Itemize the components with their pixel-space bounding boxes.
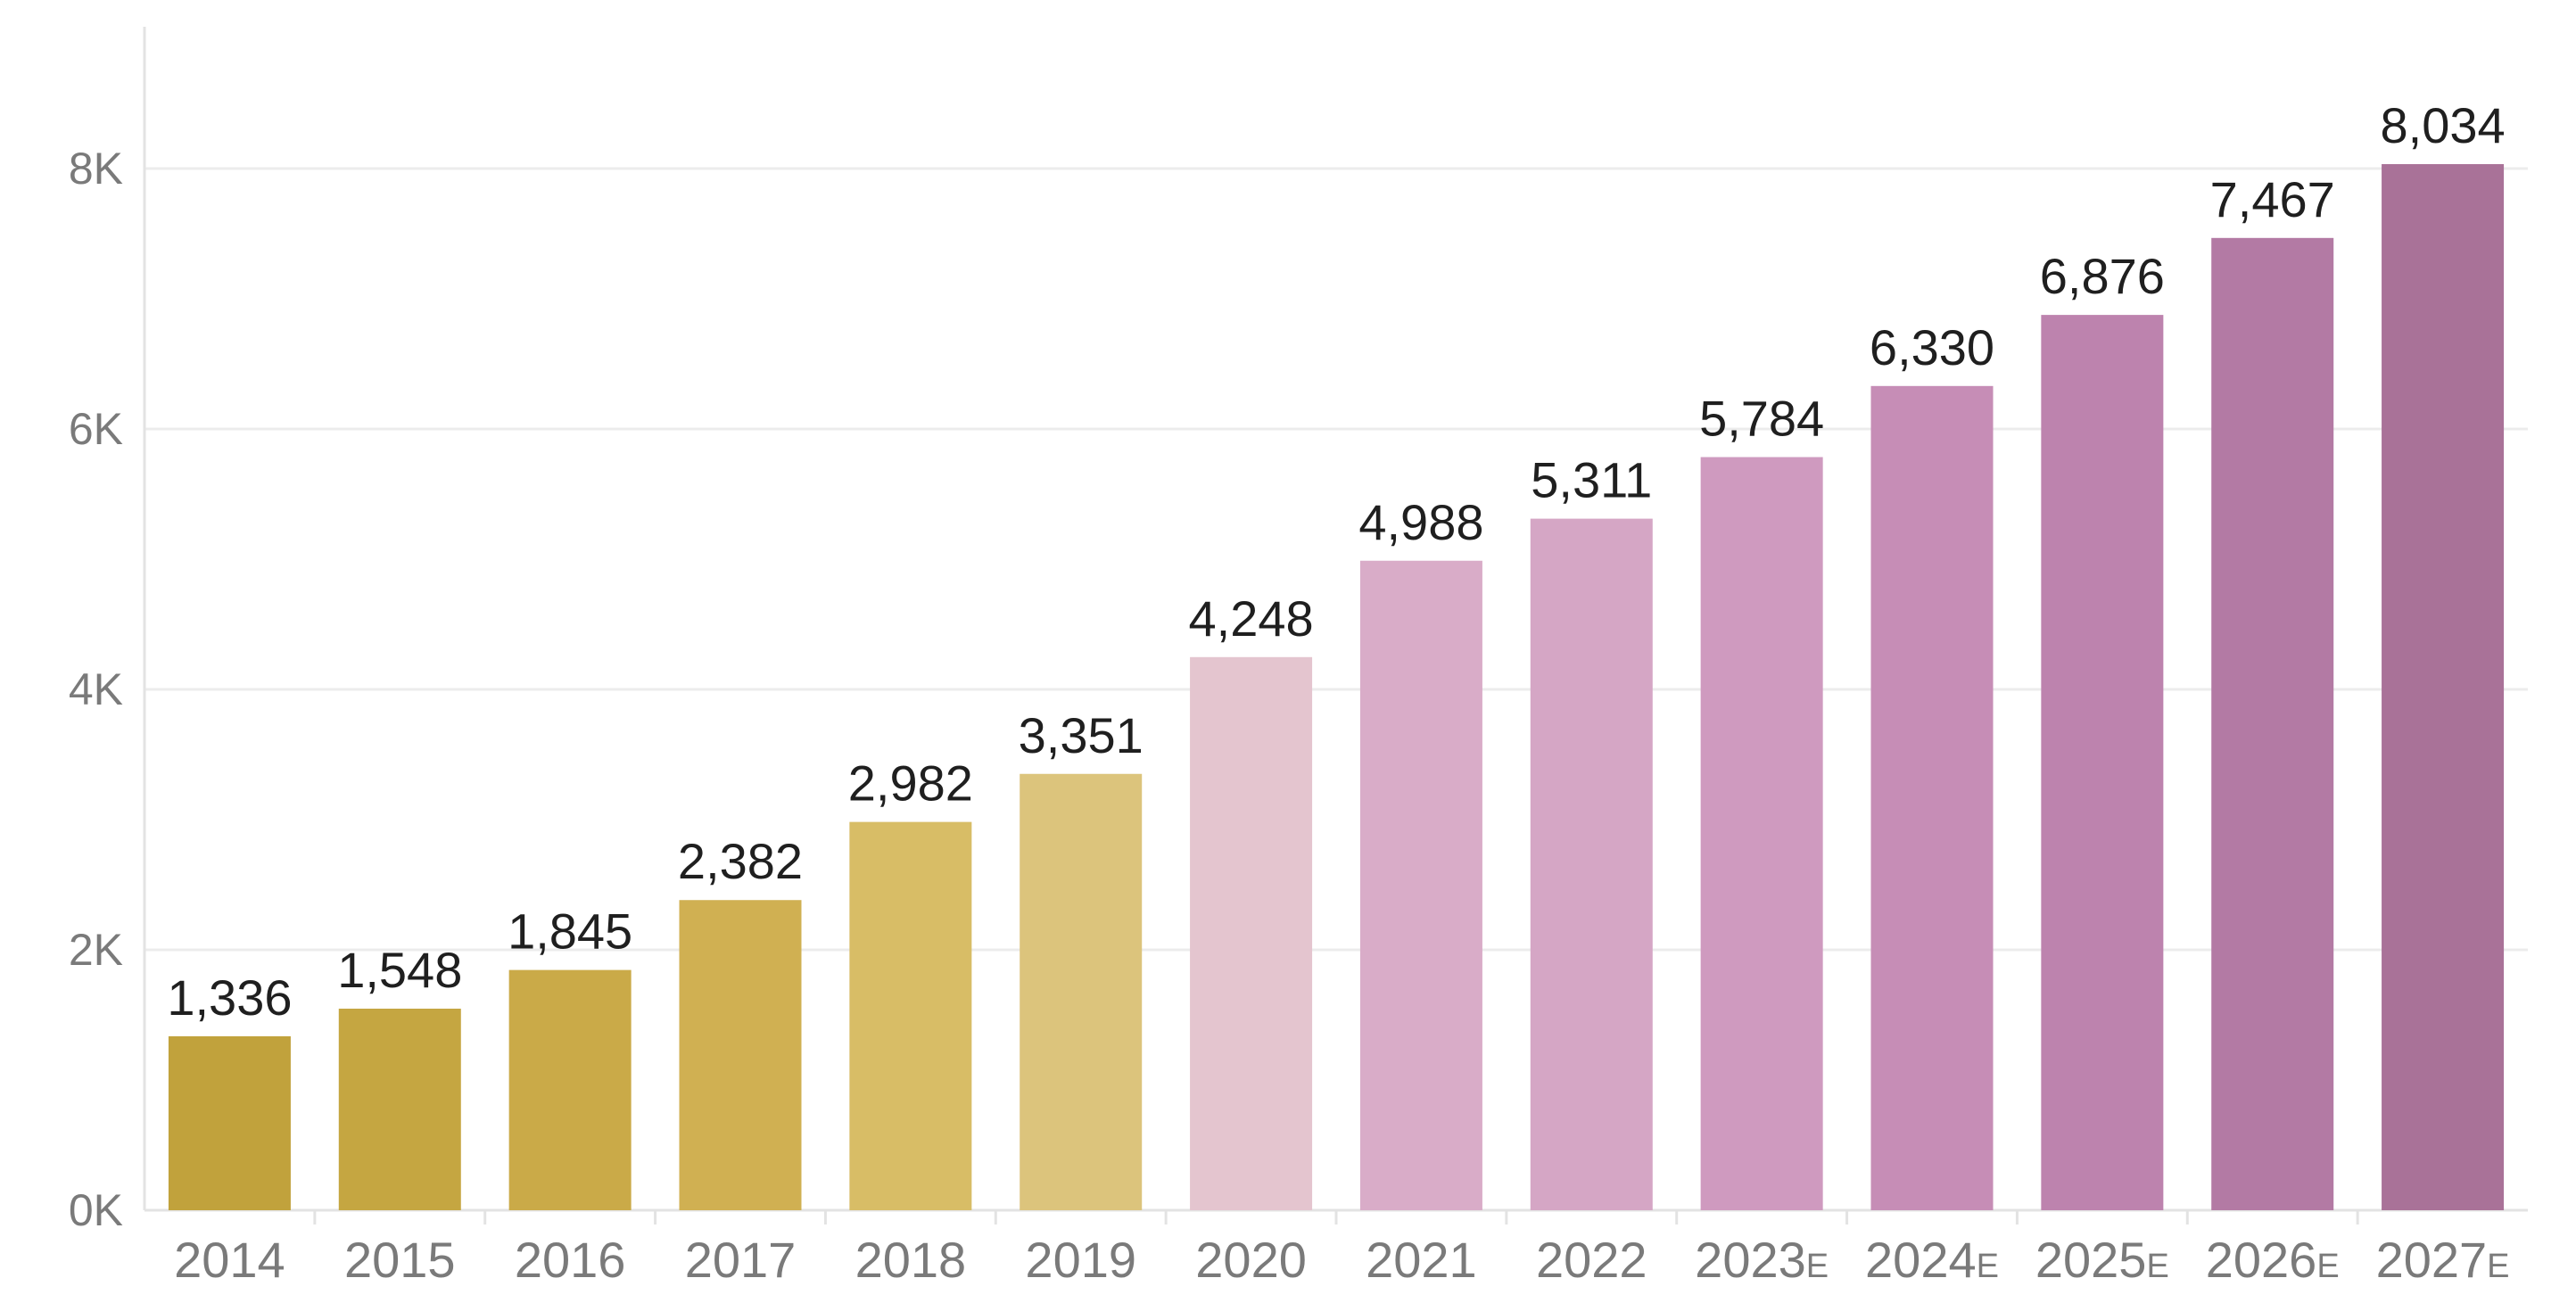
x-tick-label: 2019 <box>1025 1232 1136 1288</box>
data-label: 3,351 <box>1019 707 1144 763</box>
data-label: 8,034 <box>2381 97 2506 153</box>
x-tick-label: 2023E <box>1695 1232 1829 1288</box>
y-tick-label: 2K <box>69 925 123 975</box>
x-tick-label: 2018 <box>855 1232 967 1288</box>
data-label: 5,311 <box>1531 452 1652 508</box>
bar <box>2382 164 2505 1210</box>
data-labels: 1,336 1,548 1,845 2,382 2,982 3,351 4,248 4,988… <box>167 97 2505 1026</box>
bar <box>168 1035 291 1210</box>
data-label: 1,548 <box>337 942 462 998</box>
x-tick-label: 2016 <box>515 1232 626 1288</box>
data-label: 1,845 <box>508 903 632 960</box>
data-label: 7,467 <box>2210 171 2335 227</box>
data-label: 1,336 <box>167 969 292 1026</box>
bar <box>2211 237 2334 1210</box>
x-tick-label: 2017 <box>685 1232 797 1288</box>
data-label: 2,982 <box>848 755 973 812</box>
bar <box>1700 457 1823 1210</box>
y-tick-label: 6K <box>69 404 123 454</box>
bar <box>508 969 632 1210</box>
x-axis-tick-labels: 2014 2015 2016 2017 2018 2019 2020 2021 2022 2023… <box>174 1232 2509 1288</box>
x-tick-label: 2014 <box>174 1232 285 1288</box>
x-tick-label: 2022 <box>1536 1232 1647 1288</box>
y-tick-label: 4K <box>69 664 123 714</box>
gridlines <box>144 167 2528 952</box>
bar <box>1359 560 1482 1210</box>
bar <box>849 821 972 1210</box>
data-label: 5,784 <box>1699 391 1824 447</box>
y-tick-label: 8K <box>69 144 123 194</box>
bar <box>1870 385 1994 1210</box>
y-tick-label: 0K <box>69 1185 123 1235</box>
bar <box>1530 518 1653 1210</box>
bar <box>2041 315 2164 1210</box>
x-tick-label: 2025E <box>2035 1232 2169 1288</box>
bar <box>679 900 802 1210</box>
data-label: 4,988 <box>1358 494 1483 550</box>
x-tick-label: 2021 <box>1366 1232 1477 1288</box>
bar <box>1020 773 1143 1210</box>
x-tick-label: 2020 <box>1195 1232 1307 1288</box>
x-tick-label: 2024E <box>1865 1232 1999 1288</box>
data-label: 6,330 <box>1870 319 1994 375</box>
axes <box>143 27 2528 1224</box>
x-tick-label: 2027E <box>2376 1232 2510 1288</box>
data-label: 6,876 <box>2040 248 2165 304</box>
bar <box>338 1008 461 1210</box>
data-label: 2,382 <box>678 833 803 889</box>
x-tick-label: 2026E <box>2206 1232 2340 1288</box>
x-tick-label: 2015 <box>344 1232 456 1288</box>
data-label: 4,248 <box>1189 590 1314 647</box>
y-axis-tick-labels: 0K 2K 4K 6K 8K <box>69 144 123 1235</box>
bar <box>1190 656 1313 1210</box>
bars <box>168 164 2505 1210</box>
